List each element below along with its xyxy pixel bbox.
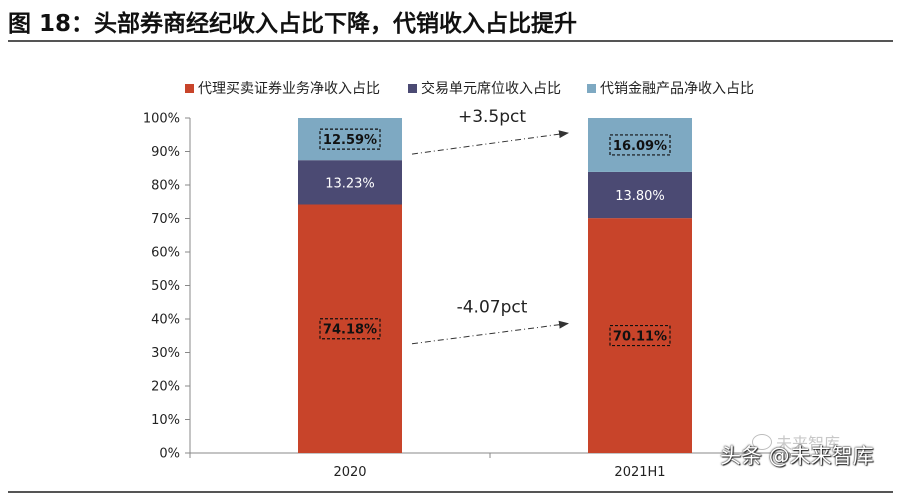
watermark-top: 未来智库 [752,430,840,454]
bar-segment [588,171,692,219]
x-tick-label: 2021H1 [614,465,665,480]
y-tick-label: 0% [159,447,180,462]
legend-swatch-distribution [587,83,596,93]
change-annotation: -4.07pct [457,298,528,318]
title-divider [8,40,893,42]
y-tick-label: 100% [143,112,180,127]
data-label-box [319,318,381,340]
y-tick-label: 50% [151,279,180,294]
y-tick-label: 90% [151,145,180,160]
data-label-box [609,324,671,347]
legend-swatch-seat [408,83,417,93]
wechat-icon [752,434,772,450]
y-tick-label: 20% [151,380,180,395]
y-tick-label: 70% [151,212,180,227]
y-tick-label: 80% [151,179,180,194]
y-tick-label: 40% [151,313,180,328]
data-label: 74.18% [323,323,377,338]
bar-segment [588,218,692,453]
legend-label-seat: 交易单元席位收入占比 [421,81,561,97]
bar-segment [298,204,402,453]
bottom-divider [8,491,893,493]
change-arrow [411,320,569,345]
data-label-box [319,128,381,150]
bar-segment [298,118,402,161]
y-tick-label: 30% [151,346,180,361]
watermark-top-text: 未来智库 [776,434,841,453]
data-label: 16.09% [613,139,667,154]
watermark: 头条 @未来智库 [720,444,874,468]
data-label: 70.11% [613,330,667,345]
bar-segment [298,160,402,205]
legend-label-distribution: 代销金融产品净收入占比 [600,81,754,97]
legend-item-brokerage: 代理买卖证券业务净收入占比 [185,78,380,98]
data-label: 13.23% [325,176,375,191]
legend-label-brokerage: 代理买卖证券业务净收入占比 [198,81,380,97]
y-tick-label: 10% [151,413,180,428]
x-tick-label: 2020 [333,465,366,480]
y-tick-label: 60% [151,246,180,261]
change-arrow [411,130,569,155]
data-label-box [609,134,671,156]
legend-swatch-brokerage [185,83,194,93]
data-label: 13.80% [615,189,665,204]
legend-item-seat: 交易单元席位收入占比 [408,78,561,98]
legend-item-distribution: 代销金融产品净收入占比 [587,78,754,98]
change-annotation: +3.5pct [458,107,526,127]
data-label: 12.59% [323,133,377,148]
bar-segment [588,118,692,172]
figure-title: 图 18：头部券商经纪收入占比下降，代销收入占比提升 [8,11,578,37]
